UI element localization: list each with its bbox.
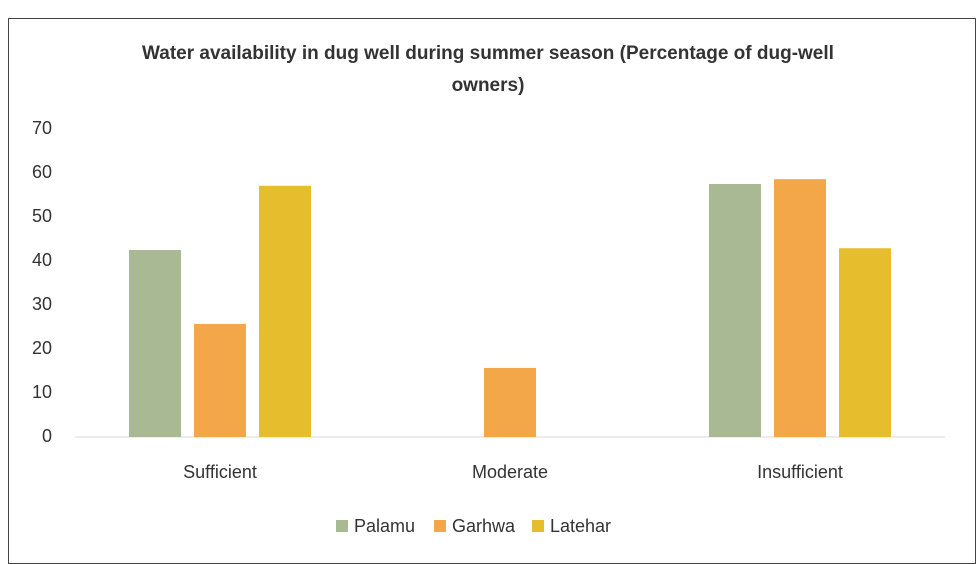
y-tick-label: 20 (32, 338, 52, 358)
bar (129, 250, 181, 437)
y-tick-label: 70 (32, 118, 52, 138)
legend-label: Palamu (354, 516, 415, 536)
y-tick-label: 0 (42, 426, 52, 446)
y-tick-label: 40 (32, 250, 52, 270)
x-tick-label: Moderate (472, 462, 548, 482)
legend-swatch (336, 520, 348, 532)
bar (194, 323, 246, 437)
bar (484, 367, 536, 437)
chart-title: Water availability in dug well during su… (142, 43, 834, 96)
y-tick-label: 10 (32, 382, 52, 402)
x-tick-label: Insufficient (757, 462, 843, 482)
legend-swatch (532, 520, 544, 532)
y-tick-label: 60 (32, 162, 52, 182)
bar (839, 248, 891, 437)
y-tick-label: 50 (32, 206, 52, 226)
legend-label: Garhwa (452, 516, 516, 536)
legend-label: Latehar (550, 516, 611, 536)
legend-swatch (434, 520, 446, 532)
x-tick-label: Sufficient (183, 462, 257, 482)
bar (259, 185, 311, 437)
bar (709, 184, 761, 437)
y-tick-label: 30 (32, 294, 52, 314)
bar (774, 179, 826, 437)
